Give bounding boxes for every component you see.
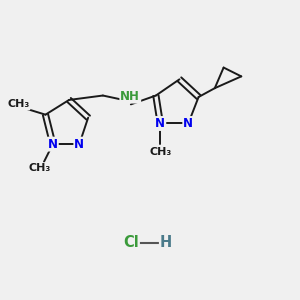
Text: N: N bbox=[74, 138, 84, 151]
Text: H: H bbox=[160, 235, 172, 250]
Text: N: N bbox=[48, 138, 58, 151]
Text: Cl: Cl bbox=[123, 235, 139, 250]
Text: N: N bbox=[155, 117, 165, 130]
Text: CH₃: CH₃ bbox=[28, 163, 51, 173]
Text: N: N bbox=[183, 117, 193, 130]
Text: CH₃: CH₃ bbox=[7, 99, 29, 110]
Text: CH₃: CH₃ bbox=[149, 147, 171, 158]
Text: NH: NH bbox=[120, 90, 140, 103]
